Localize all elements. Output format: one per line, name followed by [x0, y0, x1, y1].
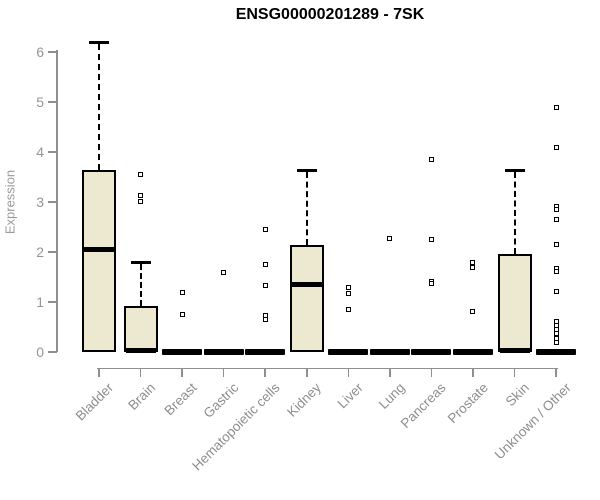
boxplot-median-line — [291, 282, 322, 287]
boxplot-whisker-cap — [89, 40, 109, 44]
outlier-point — [262, 282, 268, 288]
outlier-point — [553, 288, 559, 294]
y-tick-label: 3 — [36, 194, 44, 210]
boxplot-box — [82, 169, 116, 352]
boxplot-median-line — [84, 247, 114, 252]
y-tick-label: 5 — [36, 94, 44, 110]
outlier-point — [138, 199, 144, 204]
x-axis-tick — [472, 368, 474, 377]
x-category-label: Kidney — [284, 380, 325, 420]
outlier-point — [345, 306, 351, 312]
outlier-point — [470, 265, 476, 270]
boxplot-upper-whisker — [139, 263, 142, 306]
boxplot-median-line — [125, 347, 156, 353]
boxplot-box — [497, 253, 532, 352]
y-axis-tick — [48, 101, 57, 103]
y-axis-tick — [48, 351, 57, 353]
x-category-label: Pancreas — [398, 380, 450, 431]
outlier-point — [262, 317, 268, 322]
outlier-point — [345, 290, 351, 296]
y-tick-label: 0 — [36, 344, 44, 360]
outlier-point — [553, 217, 559, 222]
outlier-point — [553, 104, 559, 110]
boxplot-flat-box — [369, 349, 410, 355]
outlier-point — [553, 144, 559, 150]
outlier-point — [428, 237, 434, 242]
boxplot-flat-box — [203, 349, 244, 355]
x-axis-tick — [139, 368, 142, 377]
outlier-point — [428, 157, 434, 162]
y-tick-label: 6 — [36, 44, 44, 60]
outlier-point — [470, 309, 476, 314]
x-axis-tick — [389, 368, 391, 377]
outlier-point — [345, 285, 351, 290]
boxplot-flat-box — [536, 349, 577, 355]
y-axis-tick — [48, 51, 57, 53]
boxplot-flat-box — [162, 349, 203, 355]
outlier-point — [428, 280, 434, 286]
boxplot-upper-whisker — [513, 171, 516, 254]
x-axis-tick — [555, 368, 557, 377]
y-tick-label: 4 — [36, 144, 44, 160]
x-axis-tick — [98, 368, 100, 377]
y-axis-line — [56, 50, 58, 352]
y-axis-tick — [48, 151, 57, 153]
outlier-point — [179, 312, 185, 317]
boxplot-whisker-cap — [504, 168, 525, 172]
x-category-label: Gastric — [200, 380, 242, 421]
x-axis-line — [97, 367, 559, 370]
x-category-label: Skin — [502, 380, 533, 410]
boxplot-flat-box — [245, 349, 286, 355]
x-axis-tick — [430, 368, 433, 377]
x-category-label: Liver — [334, 380, 366, 412]
outlier-point — [553, 206, 559, 212]
x-category-label: Unknown / Other — [491, 380, 574, 463]
outlier-point — [553, 241, 559, 247]
x-category-label: Lung — [375, 380, 408, 412]
boxplot-flat-box — [452, 349, 493, 355]
outlier-point — [470, 260, 476, 265]
y-axis-tick — [48, 201, 57, 203]
x-axis-tick — [181, 368, 183, 377]
y-tick-label: 2 — [36, 244, 44, 260]
boxplot-upper-whisker — [98, 43, 100, 170]
x-axis-tick — [306, 368, 308, 377]
boxplot-flat-box — [411, 349, 452, 355]
y-axis-tick — [48, 251, 57, 253]
boxplot-whisker-cap — [130, 260, 151, 264]
outlier-point — [262, 261, 268, 267]
x-axis-tick — [264, 368, 266, 377]
outlier-point — [138, 172, 144, 177]
x-axis-tick — [347, 368, 350, 377]
outlier-point — [138, 192, 144, 198]
outlier-point — [221, 269, 227, 275]
x-axis-tick — [513, 368, 516, 377]
x-category-label: Brain — [125, 380, 159, 413]
outlier-point — [553, 268, 559, 274]
outlier-point — [179, 289, 185, 295]
x-axis-tick — [222, 368, 225, 377]
outlier-point — [553, 339, 559, 345]
boxplot-flat-box — [328, 349, 369, 355]
chart-title: ENSG00000201289 - 7SK — [235, 6, 425, 23]
boxplot-median-line — [499, 347, 530, 353]
boxplot-whisker-cap — [296, 168, 317, 172]
boxplot-upper-whisker — [305, 171, 308, 245]
y-tick-label: 1 — [36, 294, 44, 310]
boxplot-box — [123, 306, 158, 352]
outlier-point — [387, 236, 393, 241]
x-category-label: Bladder — [73, 380, 117, 424]
outlier-point — [262, 227, 268, 232]
y-axis-tick — [48, 301, 57, 303]
x-category-label: Prostate — [444, 380, 491, 427]
boxplot-box — [289, 245, 324, 352]
x-category-label: Breast — [161, 380, 200, 419]
